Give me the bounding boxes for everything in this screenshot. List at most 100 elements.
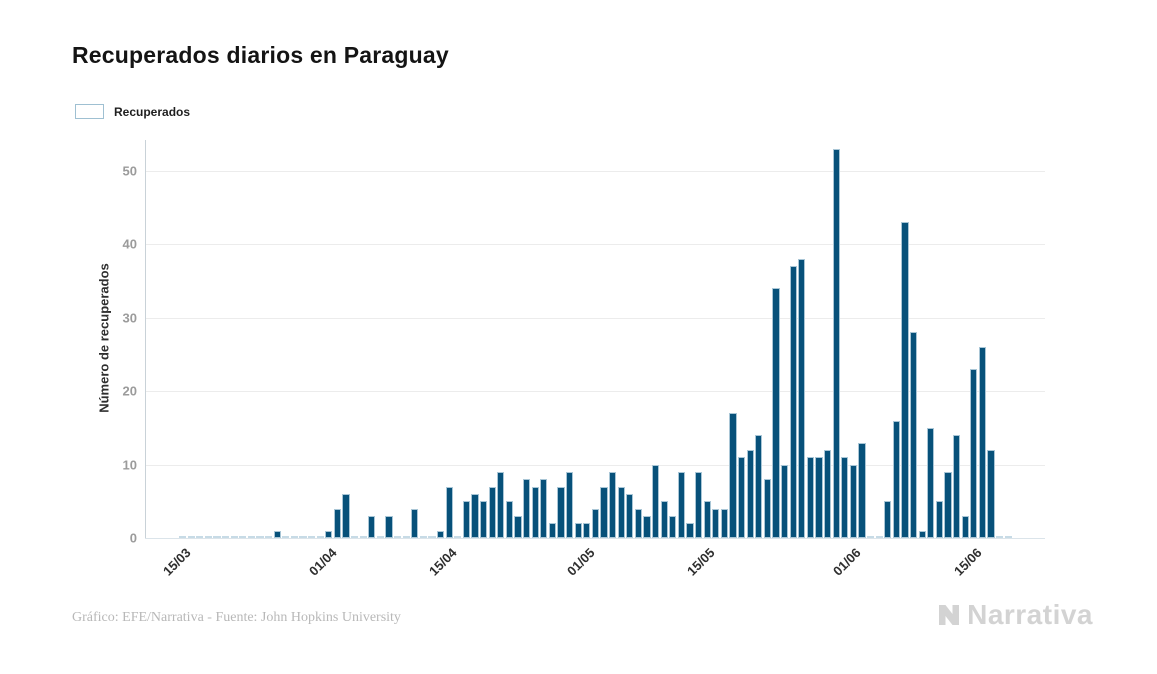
bar-28/03-value-0[interactable]	[290, 536, 298, 538]
bar-20/05-value-12[interactable]	[746, 450, 754, 538]
bar-07/06-value-43[interactable]	[901, 222, 909, 538]
bar-30/04-value-2[interactable]	[574, 523, 582, 538]
bar-01/05-value-2[interactable]	[583, 523, 591, 538]
bar-30/05-value-53[interactable]	[832, 149, 840, 538]
bar-25/05-value-37[interactable]	[789, 266, 797, 538]
bar-12/04-value-0[interactable]	[419, 536, 427, 538]
bar-26/05-value-38[interactable]	[798, 259, 806, 538]
bar-04/04-value-0[interactable]	[351, 536, 359, 538]
bar-15/03-value-0[interactable]	[179, 536, 187, 538]
bar-22/05-value-8[interactable]	[763, 479, 771, 538]
bar-21/04-value-9[interactable]	[497, 472, 505, 538]
bar-06/06-value-16[interactable]	[892, 421, 900, 538]
bar-12/06-value-9[interactable]	[944, 472, 952, 538]
bar-29/03-value-0[interactable]	[299, 536, 307, 538]
bar-19/06-value-0[interactable]	[1004, 536, 1012, 538]
bar-06/04-value-3[interactable]	[368, 516, 376, 538]
bar-13/04-value-0[interactable]	[428, 536, 436, 538]
bar-17/04-value-5[interactable]	[462, 501, 470, 538]
bar-25/03-value-0[interactable]	[265, 536, 273, 538]
bar-02/06-value-13[interactable]	[858, 443, 866, 538]
bar-09/06-value-1[interactable]	[918, 531, 926, 538]
bar-01/06-value-10[interactable]	[849, 465, 857, 538]
legend-swatch[interactable]	[75, 104, 104, 119]
bar-22/04-value-5[interactable]	[505, 501, 513, 538]
bar-23/04-value-3[interactable]	[514, 516, 522, 538]
bar-10/05-value-5[interactable]	[660, 501, 668, 538]
bar-24/03-value-0[interactable]	[256, 536, 264, 538]
bar-08/04-value-3[interactable]	[385, 516, 393, 538]
bar-02/05-value-4[interactable]	[591, 509, 599, 538]
bar-07/05-value-4[interactable]	[634, 509, 642, 538]
bar-04/06-value-0[interactable]	[875, 536, 883, 538]
bar-15/06-value-23[interactable]	[970, 369, 978, 538]
bar-05/06-value-5[interactable]	[884, 501, 892, 538]
bar-12/05-value-9[interactable]	[677, 472, 685, 538]
bar-29/04-value-9[interactable]	[566, 472, 574, 538]
footer-credit: Gráfico: EFE/Narrativa - Fuente: John Ho…	[72, 610, 401, 625]
bar-10/04-value-0[interactable]	[402, 536, 410, 538]
bar-17/06-value-12[interactable]	[987, 450, 995, 538]
bar-18/04-value-6[interactable]	[471, 494, 479, 538]
bar-23/03-value-0[interactable]	[247, 536, 255, 538]
bar-26/03-value-1[interactable]	[273, 531, 281, 538]
bar-23/05-value-34[interactable]	[772, 288, 780, 538]
bar-06/05-value-6[interactable]	[626, 494, 634, 538]
bar-11/04-value-4[interactable]	[411, 509, 419, 538]
bar-22/03-value-0[interactable]	[239, 536, 247, 538]
bar-24/04-value-8[interactable]	[523, 479, 531, 538]
bar-09/05-value-10[interactable]	[652, 465, 660, 538]
bar-14/04-value-1[interactable]	[437, 531, 445, 538]
bar-01/04-value-1[interactable]	[325, 531, 333, 538]
bar-11/05-value-3[interactable]	[669, 516, 677, 538]
bar-18/06-value-0[interactable]	[996, 536, 1004, 538]
bar-11/06-value-5[interactable]	[935, 501, 943, 538]
bar-31/05-value-11[interactable]	[841, 457, 849, 538]
bar-20/03-value-0[interactable]	[222, 536, 230, 538]
bar-16/05-value-4[interactable]	[712, 509, 720, 538]
bar-24/05-value-10[interactable]	[781, 465, 789, 538]
bar-27/03-value-0[interactable]	[282, 536, 290, 538]
bar-07/04-value-0[interactable]	[376, 536, 384, 538]
bar-14/06-value-3[interactable]	[961, 516, 969, 538]
bar-15/05-value-5[interactable]	[703, 501, 711, 538]
bar-05/04-value-0[interactable]	[359, 536, 367, 538]
bar-13/06-value-14[interactable]	[953, 435, 961, 538]
bar-08/06-value-28[interactable]	[910, 332, 918, 538]
bar-29/05-value-12[interactable]	[824, 450, 832, 538]
bar-18/03-value-0[interactable]	[204, 536, 212, 538]
bar-03/04-value-6[interactable]	[342, 494, 350, 538]
bar-17/05-value-4[interactable]	[720, 509, 728, 538]
bar-31/03-value-0[interactable]	[316, 536, 324, 538]
bar-10/06-value-15[interactable]	[927, 428, 935, 538]
bar-21/03-value-0[interactable]	[230, 536, 238, 538]
bar-16/03-value-0[interactable]	[187, 536, 195, 538]
bar-08/05-value-3[interactable]	[643, 516, 651, 538]
bar-25/04-value-7[interactable]	[531, 487, 539, 538]
bar-16/06-value-26[interactable]	[978, 347, 986, 538]
bar-15/04-value-7[interactable]	[445, 487, 453, 538]
bar-19/04-value-5[interactable]	[480, 501, 488, 538]
bar-21/05-value-14[interactable]	[755, 435, 763, 538]
bar-27/05-value-11[interactable]	[806, 457, 814, 538]
bar-27/04-value-2[interactable]	[548, 523, 556, 538]
bar-03/06-value-0[interactable]	[867, 536, 875, 538]
bar-03/05-value-7[interactable]	[600, 487, 608, 538]
bar-26/04-value-8[interactable]	[540, 479, 548, 538]
bar-19/03-value-0[interactable]	[213, 536, 221, 538]
legend[interactable]: Recuperados	[75, 104, 190, 119]
bar-09/04-value-0[interactable]	[394, 536, 402, 538]
bar-30/03-value-0[interactable]	[308, 536, 316, 538]
bar-05/05-value-7[interactable]	[617, 487, 625, 538]
bar-14/05-value-9[interactable]	[695, 472, 703, 538]
bar-28/05-value-11[interactable]	[815, 457, 823, 538]
bar-04/05-value-9[interactable]	[609, 472, 617, 538]
bar-19/05-value-11[interactable]	[738, 457, 746, 538]
bar-16/04-value-0[interactable]	[454, 536, 462, 538]
bar-17/03-value-0[interactable]	[196, 536, 204, 538]
bar-13/05-value-2[interactable]	[686, 523, 694, 538]
bar-18/05-value-17[interactable]	[729, 413, 737, 538]
bar-20/04-value-7[interactable]	[488, 487, 496, 538]
bar-02/04-value-4[interactable]	[333, 509, 341, 538]
bar-28/04-value-7[interactable]	[557, 487, 565, 538]
